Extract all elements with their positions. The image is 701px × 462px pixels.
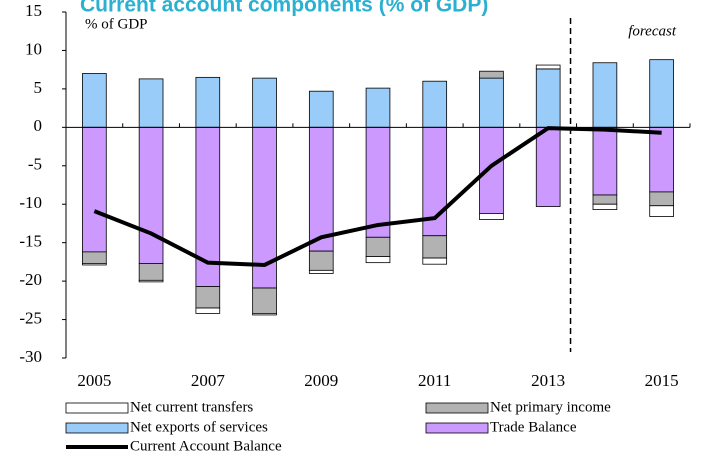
bar-segment [593, 127, 617, 195]
y-tick-label: -10 [19, 193, 42, 212]
bar-segment [196, 308, 220, 313]
bar-segment [139, 263, 163, 280]
bar-segment [366, 88, 390, 127]
y-tick-label: 5 [34, 78, 43, 97]
bar-segment [480, 127, 504, 213]
y-tick-label: 10 [25, 39, 42, 58]
y-tick-label: -20 [19, 270, 42, 289]
x-tick-label: 2015 [645, 371, 679, 390]
bar-segment [593, 195, 617, 204]
bar-segment [536, 69, 560, 127]
y-tick-label: -15 [19, 232, 42, 251]
bar-segment [309, 127, 333, 251]
bar-segment [366, 237, 390, 256]
bar-segment [82, 74, 106, 128]
x-tick-label: 2011 [418, 371, 451, 390]
bar-segment [593, 63, 617, 128]
legend-label: Current Account Balance [130, 438, 282, 454]
legend-label: Net current transfers [130, 399, 253, 415]
bar-segment [536, 65, 560, 69]
y-tick-label: -30 [19, 347, 42, 366]
chart: Current account components (% of GDP) % … [0, 0, 701, 462]
bar-segment [253, 78, 277, 127]
legend-swatch [66, 403, 128, 413]
bar-segment [650, 60, 674, 128]
chart-title: Current account components (% of GDP) [80, 0, 488, 17]
legend-label: Net primary income [490, 399, 611, 415]
bar-segment [650, 127, 674, 192]
bar-segment [82, 252, 106, 264]
y-tick-label: 15 [25, 1, 42, 20]
bar-segment [480, 71, 504, 78]
bar-segment [366, 257, 390, 263]
legend-swatch [426, 403, 488, 413]
bar-segment [650, 192, 674, 206]
legend-swatch [426, 423, 488, 433]
forecast-label: forecast [628, 23, 677, 39]
bar-segment [196, 77, 220, 127]
legend-label: Trade Balance [490, 419, 577, 435]
bar-segment [253, 313, 277, 315]
x-tick-label: 2007 [191, 371, 226, 390]
y-axis-label: % of GDP [85, 16, 148, 32]
bar-segment [309, 91, 333, 127]
x-tick-label: 2009 [304, 371, 338, 390]
y-tick-label: 0 [34, 116, 43, 135]
legend-swatch [66, 423, 128, 433]
bar-segment [423, 258, 447, 264]
y-tick-label: -25 [19, 308, 42, 327]
bar-segment [593, 204, 617, 209]
bar-segment [536, 127, 560, 206]
bar-segment [650, 206, 674, 217]
bar-segment [309, 270, 333, 273]
x-tick-label: 2013 [531, 371, 565, 390]
bar-segment [423, 81, 447, 127]
bar-segment [366, 127, 390, 237]
bar-segment [309, 251, 333, 270]
y-tick-label: -5 [28, 155, 42, 174]
bar-segment [139, 280, 163, 282]
bar-segment [253, 288, 277, 313]
bar-segment [82, 127, 106, 252]
bar-segment [139, 79, 163, 127]
legend-label: Net exports of services [130, 419, 268, 435]
bar-segment [480, 78, 504, 127]
bar-segment [480, 213, 504, 219]
bar-segment [139, 127, 163, 263]
bar-segment [423, 236, 447, 258]
bar-segment [196, 286, 220, 308]
bar-segment [82, 263, 106, 265]
x-tick-label: 2005 [77, 371, 111, 390]
